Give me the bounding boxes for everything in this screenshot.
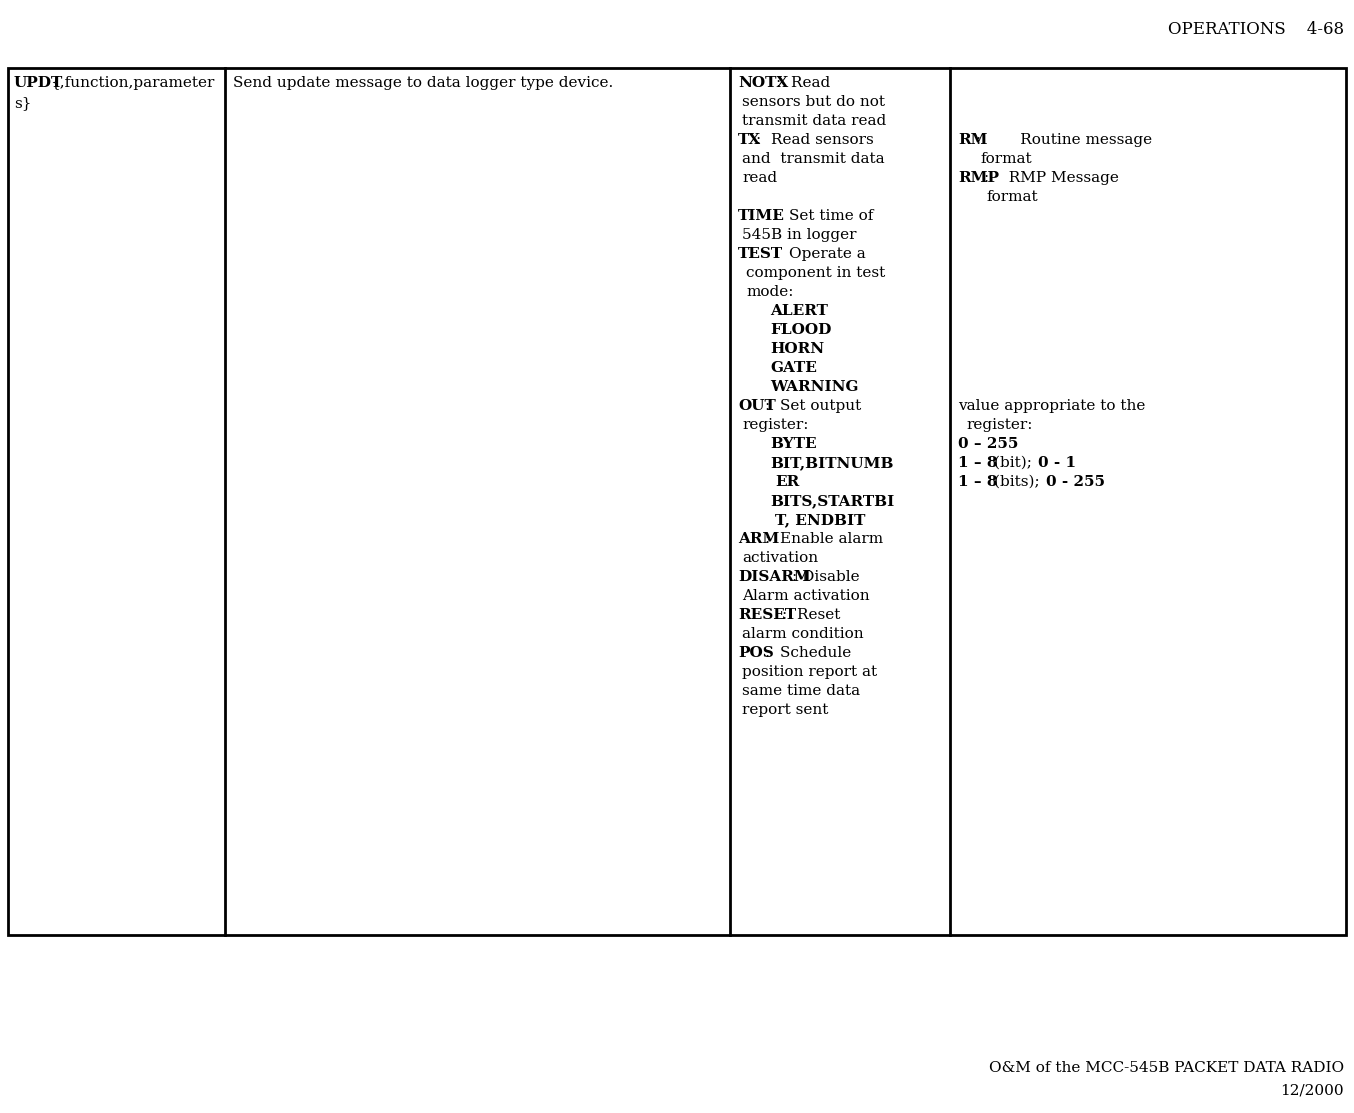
Text: FLOOD: FLOOD — [770, 323, 831, 337]
Text: sensors but do not: sensors but do not — [742, 95, 886, 109]
Text: format: format — [980, 152, 1032, 166]
Text: :  Set output: : Set output — [765, 398, 861, 413]
Text: :    RMP Message: : RMP Message — [984, 171, 1118, 185]
Text: value appropriate to the: value appropriate to the — [959, 398, 1145, 413]
Text: s}: s} — [14, 96, 31, 110]
Text: :        Routine message: : Routine message — [976, 132, 1152, 147]
Text: 0 - 255: 0 - 255 — [1047, 475, 1105, 489]
Text: NOTX: NOTX — [738, 76, 788, 90]
Text: Alarm activation: Alarm activation — [742, 589, 869, 603]
Text: position report at: position report at — [742, 664, 877, 679]
Text: DISARM: DISARM — [738, 570, 811, 584]
Text: HORN: HORN — [770, 342, 825, 356]
Text: read: read — [742, 171, 777, 185]
Text: :  Set time of: : Set time of — [774, 209, 873, 223]
Text: O&M of the MCC-545B PACKET DATA RADIO: O&M of the MCC-545B PACKET DATA RADIO — [988, 1061, 1345, 1075]
Text: RMP: RMP — [959, 171, 999, 185]
Text: {,function,parameter: {,function,parameter — [50, 76, 214, 90]
Text: T, ENDBIT: T, ENDBIT — [774, 513, 865, 526]
Text: RM: RM — [959, 132, 987, 147]
Text: and  transmit data: and transmit data — [742, 152, 884, 166]
Text: Send update message to data logger type device.: Send update message to data logger type … — [233, 76, 613, 90]
Text: RESET: RESET — [738, 608, 796, 622]
Text: GATE: GATE — [770, 361, 816, 375]
Text: BIT,BITNUMB: BIT,BITNUMB — [770, 456, 894, 470]
Bar — [8, 68, 1346, 935]
Text: :  Operate a: : Operate a — [774, 247, 865, 262]
Text: (bits);: (bits); — [994, 475, 1044, 489]
Text: : Disable: : Disable — [792, 570, 860, 584]
Text: 1 – 8: 1 – 8 — [959, 475, 998, 489]
Text: ARM: ARM — [738, 532, 780, 546]
Text: (bit);: (bit); — [994, 456, 1037, 470]
Text: report sent: report sent — [742, 703, 829, 717]
Text: TX: TX — [738, 132, 761, 147]
Text: UPDT: UPDT — [14, 76, 64, 90]
Text: BITS,STARTBI: BITS,STARTBI — [770, 494, 894, 508]
Text: 12/2000: 12/2000 — [1281, 1083, 1345, 1097]
Text: :  Read: : Read — [776, 76, 830, 90]
Text: activation: activation — [742, 551, 818, 565]
Text: 545B in logger: 545B in logger — [742, 228, 857, 242]
Text: 0 – 255: 0 – 255 — [959, 437, 1018, 451]
Text: 1 – 8: 1 – 8 — [959, 456, 998, 470]
Text: register:: register: — [965, 418, 1033, 432]
Text: :  Read sensors: : Read sensors — [756, 132, 873, 147]
Text: transmit data read: transmit data read — [742, 114, 887, 128]
Text: alarm condition: alarm condition — [742, 627, 864, 641]
Text: WARNING: WARNING — [770, 380, 858, 394]
Text: BYTE: BYTE — [770, 437, 816, 451]
Text: OPERATIONS    4-68: OPERATIONS 4-68 — [1169, 21, 1345, 39]
Text: TEST: TEST — [738, 247, 783, 262]
Text: ALERT: ALERT — [770, 304, 827, 318]
Text: register:: register: — [742, 418, 808, 432]
Text: 0 - 1: 0 - 1 — [1039, 456, 1076, 470]
Text: format: format — [986, 190, 1037, 204]
Text: OUT: OUT — [738, 398, 776, 413]
Text: :  Enable alarm: : Enable alarm — [765, 532, 883, 546]
Text: same time data: same time data — [742, 684, 860, 698]
Text: mode:: mode: — [746, 285, 793, 299]
Text: component in test: component in test — [746, 266, 886, 280]
Text: POS: POS — [738, 646, 773, 660]
Text: TIME: TIME — [738, 209, 785, 223]
Text: ER: ER — [774, 475, 799, 489]
Text: :  Reset: : Reset — [783, 608, 841, 622]
Text: :  Schedule: : Schedule — [765, 646, 852, 660]
